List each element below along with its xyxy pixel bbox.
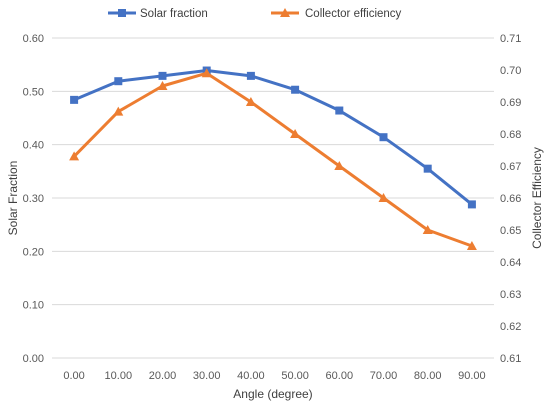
- right-y-axis-title: Collector Efficiency: [530, 147, 544, 249]
- data-point: [245, 97, 256, 106]
- data-point: [113, 106, 124, 116]
- legend-label: Collector efficiency: [305, 8, 402, 20]
- data-point: [69, 151, 80, 161]
- series-line: [73, 69, 473, 206]
- y-tick-label: 0.30: [23, 193, 44, 205]
- left-y-axis-title: Solar Fraction: [6, 161, 20, 236]
- x-tick-label: 90.00: [458, 370, 486, 382]
- y2-tick-label: 0.68: [500, 129, 521, 141]
- legend-swatch-marker: [280, 8, 290, 17]
- data-point: [291, 85, 300, 94]
- data-point: [422, 225, 433, 234]
- data-point: [334, 161, 345, 170]
- legend-item-solar-fraction: Solar fraction: [108, 8, 208, 20]
- data-point: [201, 68, 212, 78]
- x-tick-label: 80.00: [414, 370, 442, 382]
- y2-tick-label: 0.61: [500, 353, 521, 365]
- y2-tick-label: 0.63: [500, 289, 521, 301]
- data-point: [378, 193, 389, 202]
- data-point: [379, 133, 388, 142]
- data-point: [246, 71, 255, 80]
- right-y-axis-ticks: 0.61 0.62 0.63 0.64 0.65 0.66 0.67 0.68 0.69 0.70…: [500, 33, 521, 365]
- series-solar-fraction: [70, 66, 476, 209]
- y2-tick-label: 0.71: [500, 33, 521, 45]
- x-tick-label: 50.00: [281, 370, 309, 382]
- data-point: [467, 200, 476, 209]
- left-y-axis-ticks: 0.00 0.10 0.20 0.30 0.40 0.50 0.60: [23, 33, 44, 365]
- data-point: [158, 71, 167, 80]
- y-tick-label: 0.40: [23, 140, 44, 152]
- series-collector-efficiency: [69, 68, 477, 250]
- y-tick-label: 0.10: [23, 300, 44, 312]
- x-tick-label: 0.00: [63, 370, 84, 382]
- y2-tick-label: 0.67: [500, 161, 521, 173]
- x-tick-label: 30.00: [193, 370, 221, 382]
- x-tick-label: 20.00: [149, 370, 177, 382]
- y-tick-label: 0.50: [23, 86, 44, 98]
- data-point: [335, 106, 344, 115]
- y-tick-label: 0.60: [23, 33, 44, 45]
- data-point: [290, 129, 301, 138]
- y2-tick-label: 0.69: [500, 97, 521, 109]
- data-point: [70, 95, 79, 104]
- y-tick-label: 0.00: [23, 353, 44, 365]
- x-axis-title: Angle (degree): [233, 387, 312, 401]
- legend: Solar fraction Collector efficiency: [108, 8, 402, 20]
- y2-tick-label: 0.70: [500, 65, 521, 77]
- legend-label: Solar fraction: [140, 8, 208, 20]
- data-point: [466, 241, 477, 250]
- y2-tick-label: 0.62: [500, 321, 521, 333]
- x-tick-label: 60.00: [326, 370, 354, 382]
- x-tick-label: 40.00: [237, 370, 265, 382]
- series-line: [73, 71, 473, 248]
- legend-item-collector-efficiency: Collector efficiency: [271, 8, 402, 20]
- legend-swatch-marker: [118, 9, 126, 17]
- y2-tick-label: 0.66: [500, 193, 521, 205]
- y2-tick-label: 0.65: [500, 225, 521, 237]
- series-group: [69, 66, 477, 250]
- x-tick-label: 70.00: [370, 370, 398, 382]
- y-tick-label: 0.20: [23, 246, 44, 258]
- x-axis-ticks: 0.00 10.00 20.00 30.00 40.00 50.00 60.00 70.00 8…: [63, 370, 485, 382]
- x-tick-label: 10.00: [105, 370, 133, 382]
- data-point: [423, 164, 432, 173]
- y2-tick-label: 0.64: [500, 257, 521, 269]
- gridlines: [52, 37, 494, 306]
- data-point: [157, 81, 168, 90]
- data-point: [114, 77, 123, 86]
